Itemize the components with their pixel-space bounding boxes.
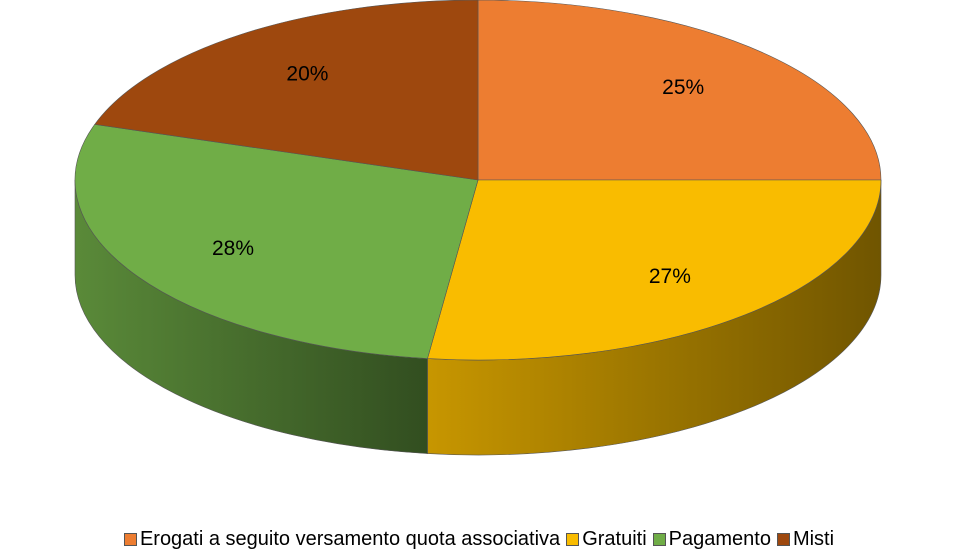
data-label: 25% — [662, 76, 704, 99]
legend-item: Misti — [776, 528, 835, 551]
legend-label: Gratuiti — [582, 528, 647, 550]
legend-item: Pagamento — [652, 528, 771, 551]
legend-swatch — [652, 533, 666, 546]
legend-label: Misti — [792, 528, 835, 550]
legend-label: Pagamento — [668, 528, 771, 550]
legend-item: Erogati a seguito versamento quota assoc… — [123, 528, 561, 551]
slice — [477, 0, 882, 181]
data-label: 27% — [649, 265, 691, 288]
legend: Erogati a seguito versamento quota assoc… — [0, 528, 958, 551]
legend-label: Erogati a seguito versamento quota assoc… — [139, 528, 561, 550]
legend-swatch — [123, 533, 137, 546]
legend-swatch — [566, 533, 580, 546]
slice — [427, 179, 882, 361]
data-label: 28% — [212, 237, 254, 260]
chart: 25% 27% 28% 20% — [74, 0, 882, 456]
data-label: 20% — [286, 63, 328, 86]
legend-swatch — [776, 533, 790, 546]
slice — [94, 0, 479, 181]
legend-item: Gratuiti — [566, 528, 647, 551]
slice — [74, 124, 479, 359]
